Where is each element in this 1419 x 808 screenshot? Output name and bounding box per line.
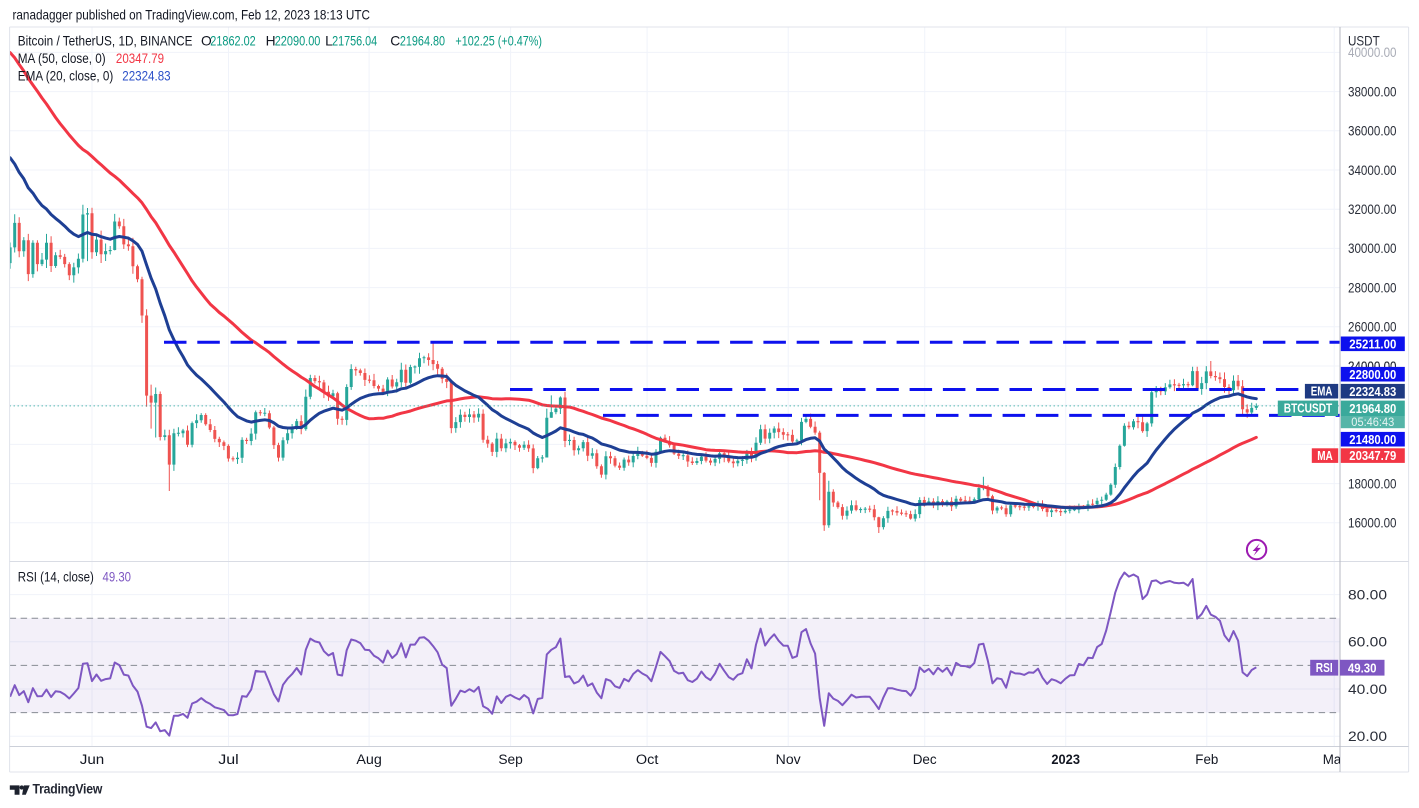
svg-text:MA: MA (1317, 448, 1333, 463)
svg-text:22800.00: 22800.00 (1349, 367, 1396, 382)
svg-text:20.00: 20.00 (1348, 729, 1387, 744)
svg-text:25211.00: 25211.00 (1349, 336, 1396, 351)
svg-text:34000.00: 34000.00 (1348, 163, 1397, 178)
svg-text:21964.80: 21964.80 (1349, 401, 1396, 416)
svg-text:30000.00: 30000.00 (1348, 241, 1397, 256)
svg-text:EMA: EMA (1311, 384, 1333, 399)
svg-text:80.00: 80.00 (1348, 587, 1387, 602)
svg-text:MA (50, close, 0)20347.79: MA (50, close, 0) 20347.79 (18, 51, 165, 66)
svg-text:EMA (20, close, 0)22324.83: EMA (20, close, 0) 22324.83 (18, 69, 171, 84)
svg-text:16000.00: 16000.00 (1348, 516, 1397, 531)
svg-text:Aug: Aug (356, 752, 382, 767)
svg-text:36000.00: 36000.00 (1348, 124, 1397, 139)
svg-text:RSI: RSI (1316, 660, 1333, 675)
svg-text:38000.00: 38000.00 (1348, 84, 1397, 99)
svg-text:20347.79: 20347.79 (1349, 448, 1396, 463)
svg-text:Dec: Dec (913, 752, 937, 767)
svg-text:21480.00: 21480.00 (1349, 432, 1396, 447)
svg-text:Sep: Sep (498, 752, 523, 767)
svg-text:ranadagger published on Tradin: ranadagger published on TradingView.com,… (13, 6, 371, 22)
svg-text:32000.00: 32000.00 (1348, 202, 1397, 217)
svg-text:28000.00: 28000.00 (1348, 280, 1397, 295)
svg-text:22324.83: 22324.83 (1349, 384, 1396, 399)
svg-text:40.00: 40.00 (1348, 682, 1387, 697)
svg-text:Jul: Jul (218, 752, 239, 767)
svg-text:60.00: 60.00 (1348, 635, 1387, 650)
svg-text:USDT: USDT (1348, 33, 1380, 49)
svg-text:Mar: Mar (1323, 752, 1346, 767)
svg-text:Nov: Nov (776, 752, 801, 767)
svg-text:RSI (14, close)49.30: RSI (14, close) 49.30 (18, 570, 131, 585)
svg-text:26000.00: 26000.00 (1348, 320, 1397, 335)
svg-text:TradingView: TradingView (33, 782, 103, 797)
svg-text:Feb: Feb (1195, 752, 1218, 767)
svg-text:40000.00: 40000.00 (1348, 45, 1397, 60)
svg-text:49.30: 49.30 (1348, 660, 1377, 675)
svg-text:Bitcoin / TetherUS, 1D, BINANC: Bitcoin / TetherUS, 1D, BINANCE O21862.02… (18, 34, 542, 49)
svg-text:18000.00: 18000.00 (1348, 476, 1397, 491)
svg-text:05:46:43: 05:46:43 (1351, 415, 1394, 429)
svg-text:2023: 2023 (1051, 752, 1080, 767)
svg-text:BTCUSDT: BTCUSDT (1284, 401, 1332, 416)
svg-text:Oct: Oct (636, 752, 659, 767)
svg-text:Jun: Jun (80, 752, 105, 767)
